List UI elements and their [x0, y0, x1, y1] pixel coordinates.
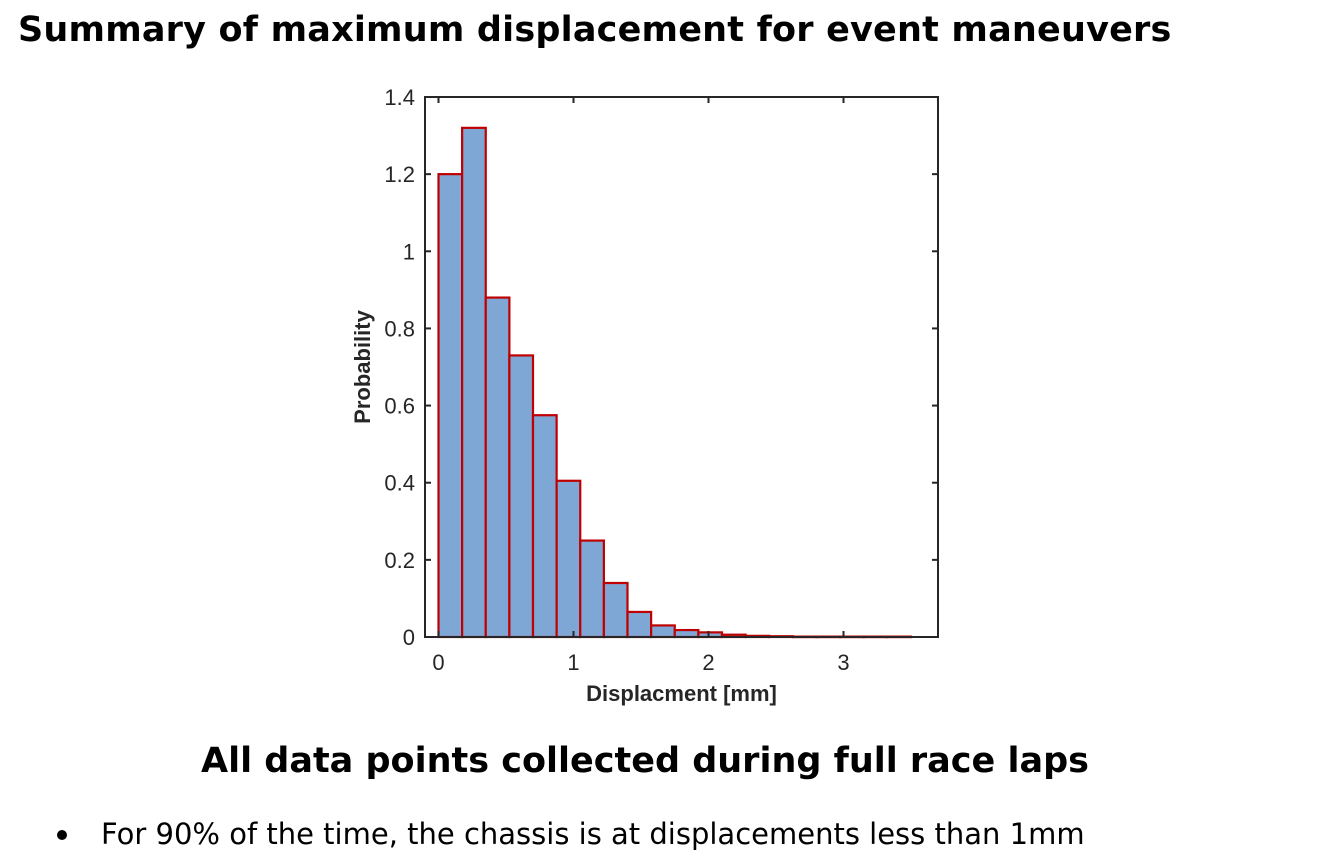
histogram-bar — [484, 296, 511, 639]
y-tick-label: 0 — [403, 625, 415, 650]
y-tick-label: 0.2 — [384, 548, 415, 573]
y-tick-label: 1 — [403, 239, 415, 264]
histogram-bar — [626, 610, 653, 639]
x-tick-label: 0 — [432, 650, 444, 675]
bullet-item: For 90% of the time, the chassis is at d… — [55, 812, 1085, 856]
bullet-dot-icon — [57, 830, 67, 840]
histogram-bar — [555, 479, 582, 639]
bars-group — [437, 126, 913, 639]
x-axis-label: Displacment [mm] — [586, 681, 777, 706]
histogram-bar — [579, 539, 605, 639]
y-axis-label: Probability — [350, 309, 375, 423]
x-tick-label: 3 — [837, 650, 849, 675]
y-tick-label: 0.8 — [384, 316, 415, 341]
axes-box — [424, 96, 939, 638]
bullet-text: For 90% of the time, the chassis is at d… — [101, 817, 1085, 851]
y-tick-label: 0.6 — [384, 394, 415, 419]
histogram-bar — [461, 126, 487, 639]
histogram-bar — [531, 414, 558, 639]
y-tick-label: 0.4 — [384, 471, 415, 496]
histogram-bar — [673, 628, 700, 639]
histogram-bar — [437, 173, 464, 639]
section-subheading: All data points collected during full ra… — [201, 741, 1089, 781]
y-tick-label: 1.2 — [384, 162, 415, 187]
x-tick-label: 2 — [702, 650, 714, 675]
slide-title: Summary of maximum displacement for even… — [18, 10, 1172, 50]
bullet-list: For 90% of the time, the chassis is at d… — [55, 812, 1085, 856]
histogram-bar — [508, 354, 535, 639]
y-tick-label: 1.4 — [384, 85, 415, 110]
histogram-bar — [602, 581, 629, 639]
x-tick-label: 1 — [567, 650, 579, 675]
histogram-bar — [650, 624, 676, 639]
